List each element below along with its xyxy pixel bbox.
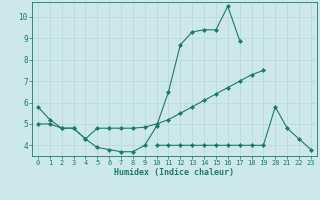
X-axis label: Humidex (Indice chaleur): Humidex (Indice chaleur) (115, 168, 234, 177)
